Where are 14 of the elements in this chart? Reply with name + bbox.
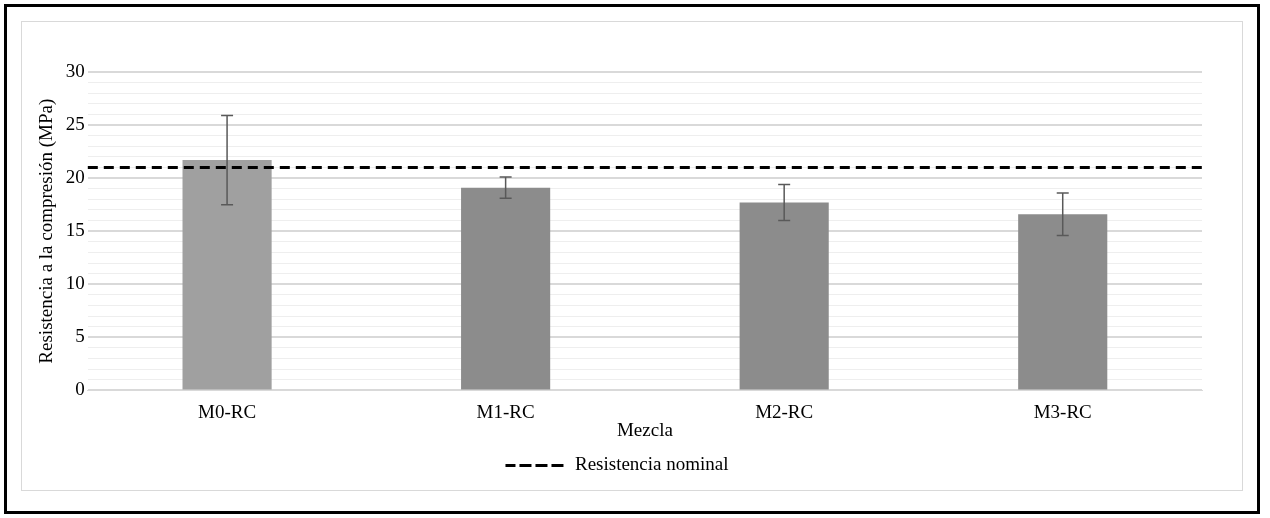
- y-tick-label: 25: [65, 113, 85, 135]
- x-tick-label: M1-RC: [476, 400, 535, 422]
- x-tick-label: M3-RC: [1033, 400, 1092, 422]
- y-tick-label: 20: [65, 166, 85, 188]
- x-axis-title: Mezcla: [616, 418, 674, 440]
- y-tick-label: 10: [65, 272, 85, 294]
- y-tick-label: 0: [75, 378, 85, 400]
- legend-label: Resistencia nominal: [574, 453, 729, 475]
- x-tick-label: M2-RC: [755, 400, 814, 422]
- y-tick-label: 15: [65, 219, 85, 241]
- x-tick-label: M0-RC: [198, 400, 257, 422]
- y-axis-title: Resistencia a la compresión (MPa): [35, 98, 58, 364]
- y-tick-label: 30: [65, 59, 85, 81]
- y-tick-label: 5: [75, 325, 85, 347]
